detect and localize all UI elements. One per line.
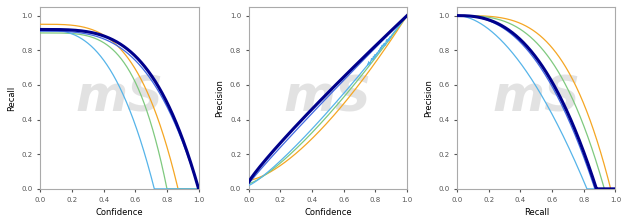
X-axis label: Confidence: Confidence: [95, 208, 143, 217]
X-axis label: Confidence: Confidence: [304, 208, 352, 217]
Text: mS: mS: [492, 74, 580, 122]
Y-axis label: Precision: Precision: [215, 79, 224, 117]
Y-axis label: Recall: Recall: [7, 85, 16, 110]
Y-axis label: Precision: Precision: [424, 79, 433, 117]
Text: mS: mS: [284, 74, 372, 122]
X-axis label: Recall: Recall: [524, 208, 549, 217]
Text: mS: mS: [75, 74, 163, 122]
